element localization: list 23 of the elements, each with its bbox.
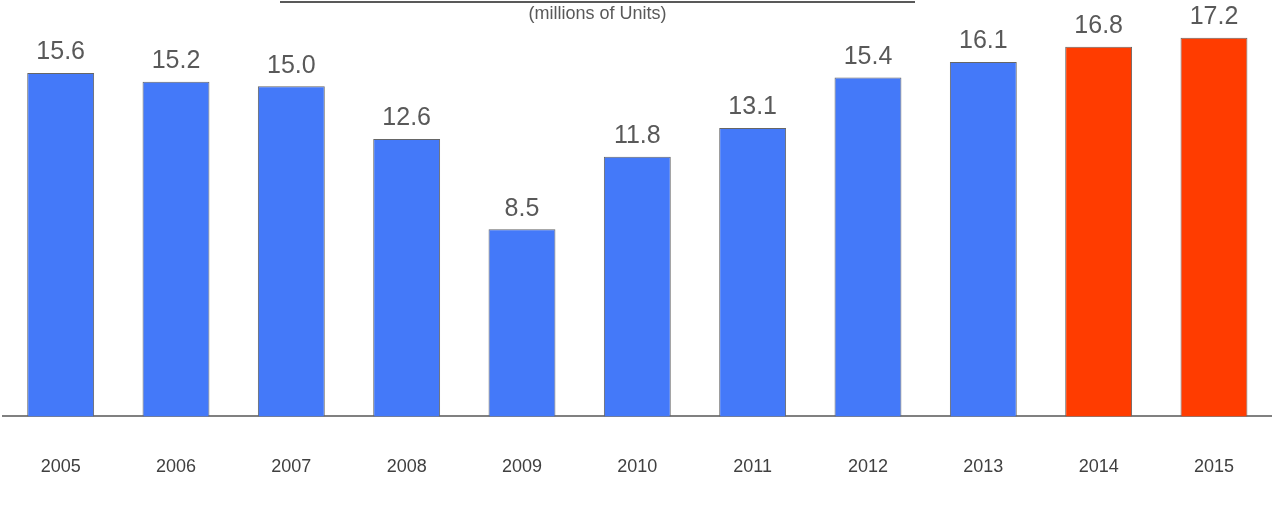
data-label: 8.5 [504, 192, 540, 221]
data-label: 17.2 [1189, 1, 1239, 30]
x-tick-label: 2015 [1193, 456, 1234, 477]
x-tick-label: 2010 [617, 456, 658, 477]
x-tick-label: 2012 [847, 456, 889, 477]
x-tick-label: 2011 [733, 456, 773, 477]
data-label: 16.1 [958, 25, 1008, 54]
x-tick-label: 2014 [1078, 456, 1119, 477]
data-label: 12.6 [382, 102, 431, 131]
x-tick-label: 2009 [501, 456, 543, 477]
data-label: 11.8 [613, 120, 661, 149]
data-label: 16.8 [1074, 10, 1123, 39]
data-label: 15.6 [36, 36, 85, 65]
data-label: 15.0 [266, 49, 316, 78]
data-label: 15.2 [151, 45, 201, 74]
x-tick-label: 2007 [271, 456, 312, 477]
x-tick-label: 2013 [963, 456, 1004, 477]
data-label: 13.1 [728, 91, 777, 120]
chart-subtitle: (millions of Units) [280, 1, 915, 23]
x-tick-label: 2005 [40, 456, 81, 477]
data-label: 15.4 [843, 40, 893, 69]
x-tick-label: 2006 [155, 456, 197, 477]
x-tick-label: 2008 [386, 456, 427, 477]
